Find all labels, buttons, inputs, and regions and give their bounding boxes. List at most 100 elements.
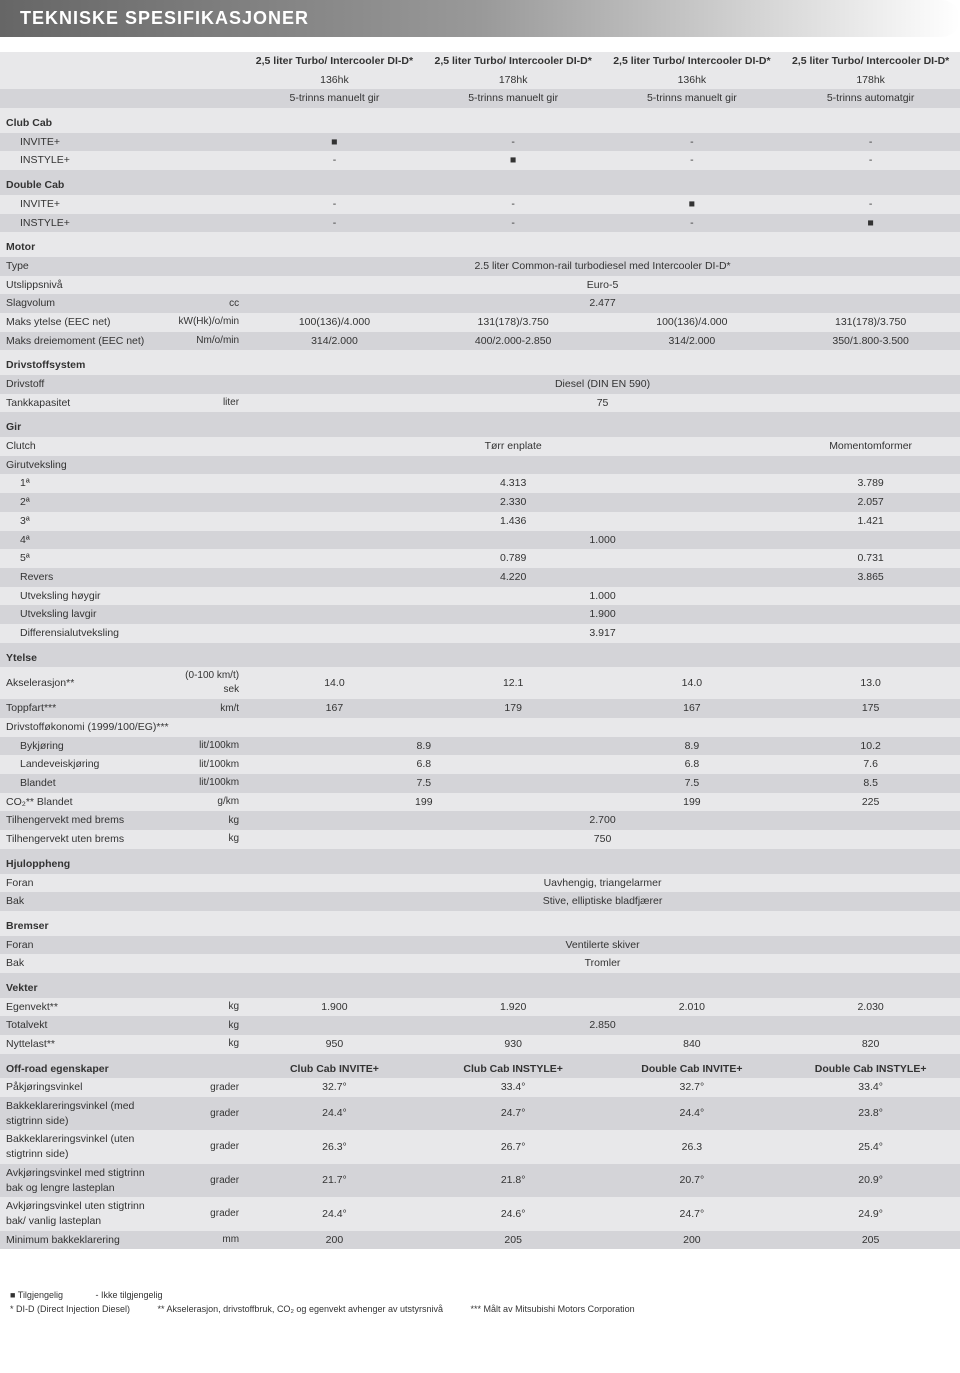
cell: 200 — [603, 1231, 782, 1250]
cell: - — [603, 151, 782, 170]
cell: 100(136)/4.000 — [603, 313, 782, 332]
cell: 24.6° — [424, 1197, 603, 1230]
cell: 840 — [603, 1035, 782, 1054]
fuel-label: Drivstoff — [0, 375, 163, 394]
hp-3: 136hk — [603, 71, 782, 90]
cell: 1.900 — [245, 605, 960, 624]
cell: 1.436 — [245, 512, 781, 531]
clearance-label: Minimum bakkeklarering — [0, 1231, 163, 1250]
highway-unit: lit/100km — [163, 755, 245, 774]
cell: 2.030 — [781, 998, 960, 1017]
gear1-label: 1ª — [0, 474, 163, 493]
accel-unit: (0-100 km/t) sek — [163, 667, 245, 699]
cell: 820 — [781, 1035, 960, 1054]
cell: 24.7° — [603, 1197, 782, 1230]
displacement-unit: cc — [163, 294, 245, 313]
high-label: Utveksling høygir — [0, 587, 163, 606]
cell: 24.4° — [245, 1097, 424, 1130]
trailer-brake-unit: kg — [163, 811, 245, 830]
torque-label: Maks dreiemoment (EEC net) — [0, 332, 163, 351]
cell: - — [603, 214, 782, 233]
cell: Club Cab INSTYLE+ — [424, 1054, 603, 1079]
cell: - — [603, 133, 782, 152]
cell: 2.057 — [781, 493, 960, 512]
gear2-label: 2ª — [0, 493, 163, 512]
cell: 6.8 — [603, 755, 782, 774]
cell: 314/2.000 — [245, 332, 424, 351]
tank-value: 75 — [245, 394, 960, 413]
approach-label: Påkjøringsvinkel — [0, 1078, 163, 1097]
cell: 205 — [424, 1231, 603, 1250]
cell: 2.330 — [245, 493, 781, 512]
clearance-unit: mm — [163, 1231, 245, 1250]
cell: 24.4° — [603, 1097, 782, 1130]
cell: 750 — [245, 830, 960, 849]
cell: 26.3° — [245, 1130, 424, 1163]
cell: 225 — [781, 793, 960, 812]
cell: 1.920 — [424, 998, 603, 1017]
emission-label: Utslippsnivå — [0, 276, 163, 295]
cell: 167 — [603, 699, 782, 718]
torque-unit: Nm/o/min — [163, 332, 245, 351]
fuel-value: Diesel (DIN EN 590) — [245, 375, 960, 394]
hp-1: 136hk — [245, 71, 424, 90]
cell: 350/1.800-3.500 — [781, 332, 960, 351]
gear-1: 5-trinns manuelt gir — [245, 89, 424, 108]
payload-label: Nyttelast** — [0, 1035, 163, 1054]
cell: 3.865 — [781, 568, 960, 587]
cell: 1.000 — [245, 587, 960, 606]
cell: 4.313 — [245, 474, 781, 493]
cell: 20.7° — [603, 1164, 782, 1197]
payload-unit: kg — [163, 1035, 245, 1054]
club-invite-label: INVITE+ — [0, 133, 163, 152]
cell: 205 — [781, 1231, 960, 1250]
brakes-header: Bremser — [0, 911, 960, 936]
gir-header: Gir — [0, 412, 960, 437]
tank-unit: liter — [163, 394, 245, 413]
co2-unit: g/km — [163, 793, 245, 812]
gross-unit: kg — [163, 1016, 245, 1035]
cell: 175 — [781, 699, 960, 718]
footnotes: ■ Tilgjengelig - Ikke tilgjengelig * DI-… — [0, 1289, 960, 1316]
cell: 1.900 — [245, 998, 424, 1017]
fuel-header: Drivstoffsystem — [0, 350, 960, 375]
cell: 7.6 — [781, 755, 960, 774]
cell: 1.421 — [781, 512, 960, 531]
cell: - — [781, 195, 960, 214]
cell: 7.5 — [245, 774, 602, 793]
power-label: Maks ytelse (EEC net) — [0, 313, 163, 332]
city-unit: lit/100km — [163, 737, 245, 756]
cell: 12.1 — [424, 667, 603, 699]
gear4-label: 4ª — [0, 531, 163, 550]
susp-rear-label: Bak — [0, 892, 163, 911]
cell: 14.0 — [245, 667, 424, 699]
gear-2: 5-trinns manuelt gir — [424, 89, 603, 108]
cell: 199 — [603, 793, 782, 812]
displacement-label: Slagvolum — [0, 294, 163, 313]
susp-front-label: Foran — [0, 874, 163, 893]
motor-type-label: Type — [0, 257, 163, 276]
gear-4: 5-trinns automatgir — [781, 89, 960, 108]
cell: 950 — [245, 1035, 424, 1054]
double-instyle-label: INSTYLE+ — [0, 214, 163, 233]
cell: 0.731 — [781, 549, 960, 568]
dep2-unit: grader — [163, 1197, 245, 1230]
cell: 21.8° — [424, 1164, 603, 1197]
brakes-rear-label: Bak — [0, 954, 163, 973]
cell: 2.700 — [245, 811, 960, 830]
cell: 23.8° — [781, 1097, 960, 1130]
cell: 199 — [245, 793, 602, 812]
cell: 32.7° — [245, 1078, 424, 1097]
cell: 24.7° — [424, 1097, 603, 1130]
ramp2-unit: grader — [163, 1130, 245, 1163]
gross-label: Totalvekt — [0, 1016, 163, 1035]
cell: ■ — [424, 151, 603, 170]
cell: Double Cab INSTYLE+ — [781, 1054, 960, 1079]
susp-header: Hjuloppheng — [0, 849, 960, 874]
brakes-rear-value: Tromler — [245, 954, 960, 973]
perf-header: Ytelse — [0, 643, 960, 668]
clutch-label: Clutch — [0, 437, 163, 456]
susp-rear-value: Stive, elliptiske bladfjærer — [245, 892, 960, 911]
brakes-front-value: Ventilerte skiver — [245, 936, 960, 955]
col-head-4: 2,5 liter Turbo/ Intercooler DI-D* — [781, 52, 960, 71]
